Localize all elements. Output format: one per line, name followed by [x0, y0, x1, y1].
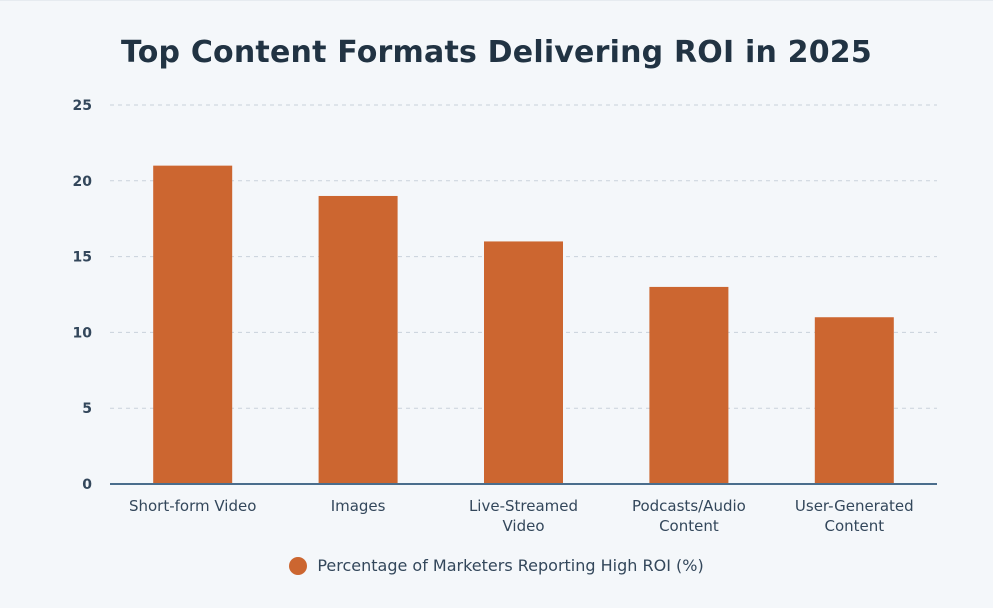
- bar: [153, 165, 233, 484]
- bar: [318, 195, 398, 484]
- y-tick-label: 5: [82, 401, 92, 417]
- legend[interactable]: Percentage of Marketers Reporting High R…: [0, 556, 993, 575]
- x-tick-label: Podcasts/Audio: [632, 497, 746, 515]
- x-tick-label: Live-Streamed: [469, 497, 578, 515]
- y-tick-label: 0: [82, 477, 92, 493]
- x-tick-label: Images: [331, 497, 386, 515]
- y-tick-label: 15: [73, 250, 92, 266]
- legend-swatch: [289, 556, 308, 575]
- bar: [814, 317, 894, 484]
- y-tick-label: 10: [73, 325, 93, 341]
- x-tick-label: Content: [824, 517, 884, 535]
- bar: [649, 286, 729, 484]
- x-tick-label: Video: [502, 517, 544, 535]
- y-tick-label: 20: [73, 174, 93, 190]
- legend-label: Percentage of Marketers Reporting High R…: [317, 556, 704, 575]
- x-tick-label: User-Generated: [795, 497, 914, 515]
- x-tick-label: Content: [659, 517, 719, 535]
- y-tick-label: 25: [73, 98, 92, 114]
- x-tick-label: Short-form Video: [129, 497, 256, 515]
- chart-title: Top Content Formats Delivering ROI in 20…: [121, 35, 872, 70]
- bar: [484, 241, 563, 484]
